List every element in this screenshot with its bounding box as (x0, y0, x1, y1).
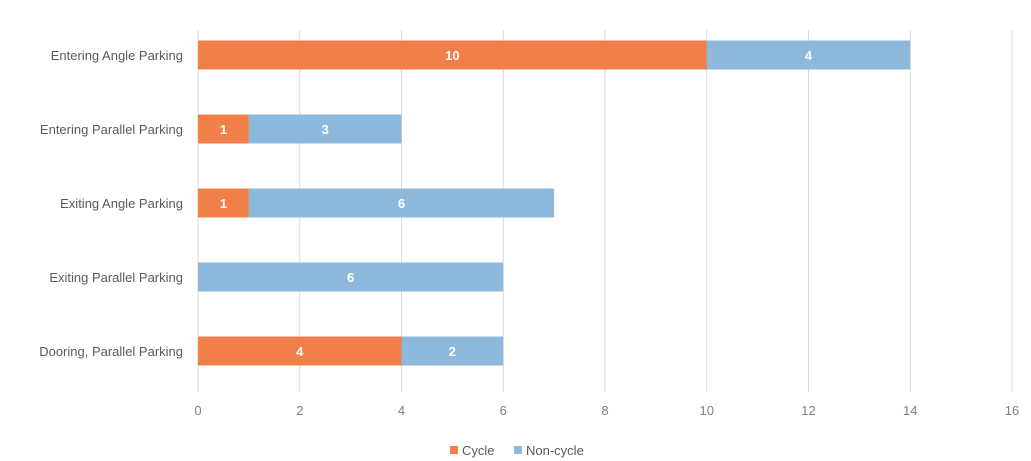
legend-label: Cycle (462, 443, 495, 458)
x-tick-label: 8 (601, 403, 608, 418)
bar-value-label: 3 (322, 122, 329, 137)
x-tick-label: 2 (296, 403, 303, 418)
bar-value-label: 10 (445, 48, 459, 63)
bar-value-label: 6 (347, 270, 354, 285)
legend-swatch (450, 446, 458, 454)
bar-segment (198, 188, 249, 218)
bar-segment (706, 40, 911, 70)
bar-value-label: 4 (296, 344, 304, 359)
x-axis-ticks: 0 2 4 6 8 10 12 14 16 (194, 403, 1019, 418)
x-tick-label: 0 (194, 403, 201, 418)
legend-label: Non-cycle (526, 443, 584, 458)
bar-segment (198, 40, 707, 70)
grid-lines (197, 30, 1013, 392)
bar-value-label: 1 (220, 122, 227, 137)
bar-segment (198, 336, 402, 366)
category-label: Dooring, Parallel Parking (39, 344, 183, 359)
bar-value-label: 1 (220, 196, 227, 211)
legend: Cycle Non-cycle (450, 443, 584, 458)
category-label: Exiting Angle Parking (60, 196, 183, 211)
x-tick-label: 6 (500, 403, 507, 418)
bar-segment (401, 336, 504, 366)
x-tick-label: 14 (903, 403, 917, 418)
x-tick-label: 10 (700, 403, 714, 418)
x-tick-label: 16 (1005, 403, 1019, 418)
bars: 10 4 1 3 1 6 6 4 2 (198, 40, 911, 366)
bar-segment (248, 188, 555, 218)
category-label: Entering Parallel Parking (40, 122, 183, 137)
category-label: Entering Angle Parking (51, 48, 183, 63)
bar-value-label: 4 (805, 48, 813, 63)
x-tick-label: 12 (801, 403, 815, 418)
bar-segment (248, 114, 402, 144)
bar-segment (198, 114, 249, 144)
category-label: Exiting Parallel Parking (49, 270, 183, 285)
x-tick-label: 4 (398, 403, 405, 418)
bar-segment (198, 262, 504, 292)
category-labels: Entering Angle Parking Entering Parallel … (39, 48, 183, 359)
bar-value-label: 6 (398, 196, 405, 211)
bar-value-label: 2 (449, 344, 456, 359)
legend-swatch (514, 446, 522, 454)
